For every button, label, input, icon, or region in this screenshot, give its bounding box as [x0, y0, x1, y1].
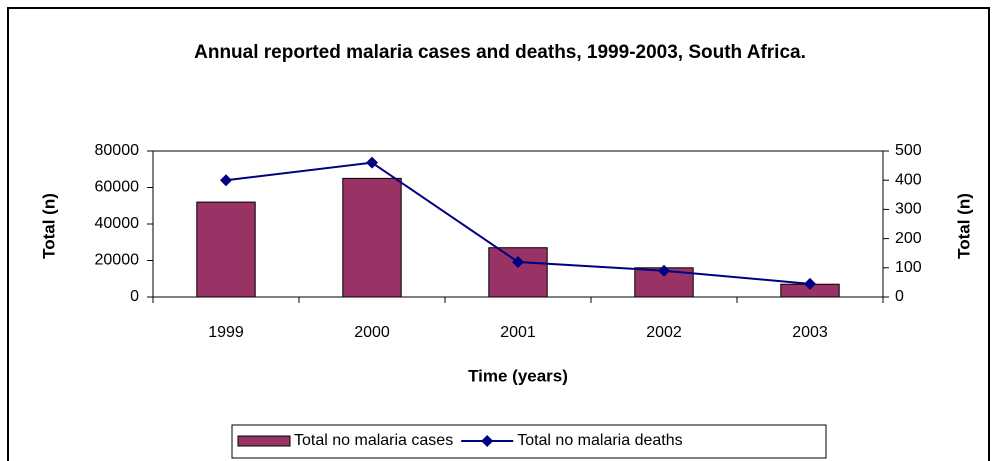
y2-tick-label: 300	[895, 201, 922, 218]
legend-swatch	[237, 435, 291, 447]
legend-marker	[481, 435, 494, 447]
chart-border	[7, 7, 990, 461]
marker	[512, 255, 524, 268]
legend-label: Total no malaria deaths	[517, 432, 682, 449]
x-tick-label: 2000	[354, 324, 390, 341]
y-tick-label: 40000	[95, 215, 140, 232]
marker	[220, 174, 232, 187]
legend-box	[231, 424, 827, 459]
bar	[196, 201, 256, 298]
y2-tick-label: 400	[895, 171, 922, 188]
y2-tick-label: 200	[895, 230, 922, 247]
bar	[342, 177, 402, 298]
x-tick-label: 2001	[500, 324, 536, 341]
y-tick-label: 60000	[95, 179, 140, 196]
y2-tick-label: 0	[895, 288, 904, 305]
marker	[366, 156, 378, 169]
x-axis-label: Time (years)	[468, 366, 568, 385]
x-tick-label: 2002	[646, 324, 682, 341]
y-axis-label: Total (n)	[39, 193, 58, 259]
y2-tick-label: 100	[895, 259, 922, 276]
y2-tick-label: 500	[895, 142, 922, 159]
bar	[488, 247, 548, 298]
legend-label: Total no malaria cases	[294, 432, 453, 449]
marker	[804, 277, 816, 290]
y2-axis-label: Total (n)	[954, 193, 973, 259]
chart-title: Annual reported malaria cases and deaths…	[194, 42, 806, 63]
x-tick-label: 2003	[792, 324, 828, 341]
y-tick-label: 20000	[95, 252, 140, 269]
y-tick-label: 80000	[95, 142, 140, 159]
marker	[658, 264, 670, 277]
x-tick-label: 1999	[208, 324, 244, 341]
y-tick-label: 0	[130, 288, 139, 305]
